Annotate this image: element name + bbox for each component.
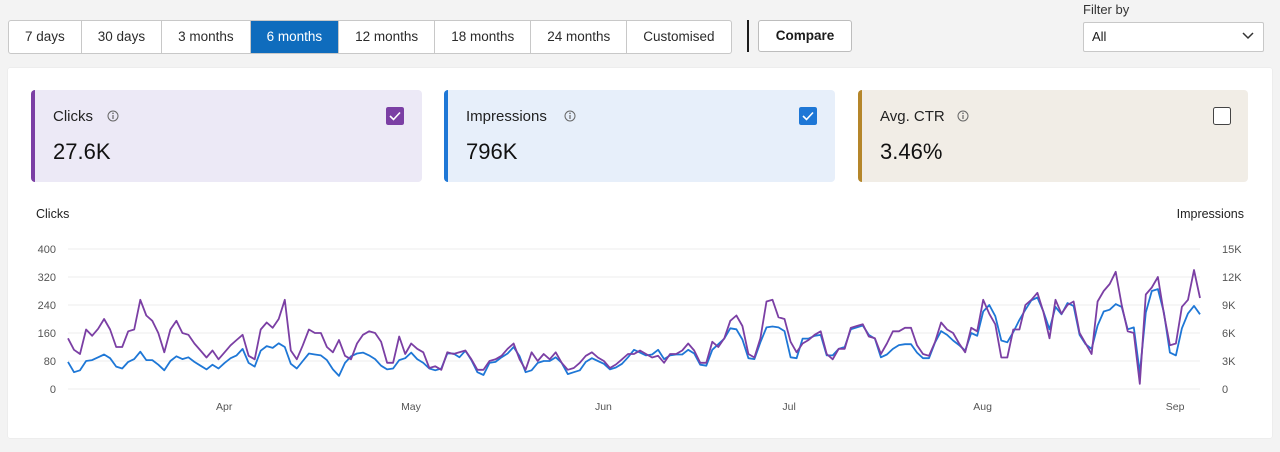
ctr-checkbox[interactable] [1213,107,1231,125]
range-24-months[interactable]: 24 months [531,21,628,53]
right-axis-title: Impressions [1176,207,1244,221]
left-tick-label: 240 [38,300,56,312]
left-tick-label: 0 [50,384,56,396]
right-tick-label: 15K [1222,244,1242,256]
right-tick-label: 3K [1222,356,1236,368]
range-7-days[interactable]: 7 days [9,21,82,53]
range-customised[interactable]: Customised [643,29,715,44]
range-6-months[interactable]: 6 months [250,21,340,53]
right-tick-label: 12K [1222,272,1242,284]
x-tick-label: Sep [1166,401,1185,413]
left-axis-title: Clicks [36,207,70,221]
chevron-down-icon [1242,32,1254,40]
info-icon[interactable] [564,110,576,122]
impressions-metric-card[interactable]: Impressions 796K [444,90,835,182]
info-icon[interactable] [107,110,119,122]
range-18-months[interactable]: 18 months [435,21,532,53]
filter-value: All [1092,29,1107,44]
right-tick-label: 0 [1222,384,1228,396]
x-tick-label: May [401,401,422,413]
x-tick-label: Apr [216,401,233,413]
ctr-label: Avg. CTR [880,108,945,125]
info-icon[interactable] [957,110,969,122]
toolbar-divider [747,20,749,52]
clicks-series-line [67,269,1201,385]
left-tick-label: 160 [38,328,56,340]
x-tick-label: Aug [973,401,992,413]
impressions-value: 796K [466,139,518,164]
ctr-value: 3.46% [880,139,943,164]
clicks-metric-card[interactable]: Clicks 27.6K [31,90,422,182]
left-tick-label: 400 [38,244,56,256]
clicks-value: 27.6K [53,139,111,164]
impressions-checkbox[interactable] [799,107,817,125]
clicks-checkbox[interactable] [386,107,404,125]
ctr-metric-card[interactable]: Avg. CTR 3.46% [858,90,1248,182]
right-tick-label: 9K [1222,300,1236,312]
impressions-label: Impressions [466,108,547,125]
clicks-label: Clicks [53,108,93,125]
x-tick-label: Jun [595,401,612,413]
date-range-selector: 7 days 30 days 3 months 6 months 12 mont… [8,20,732,54]
clicks-impressions-chart: 0 0 80 3K 160 6K 240 9K 320 12K 400 15K Apr May Jun Jul… [38,244,1243,413]
x-tick-label: Jul [782,401,795,413]
right-tick-label: 6K [1222,328,1236,340]
left-tick-label: 80 [44,356,56,368]
range-30-days[interactable]: 30 days [82,21,163,53]
filter-dropdown[interactable]: All [1083,22,1264,52]
range-3-months[interactable]: 3 months [162,21,251,53]
left-tick-label: 320 [38,272,56,284]
filter-label: Filter by [1083,2,1130,17]
range-12-months[interactable]: 12 months [339,21,436,53]
compare-button[interactable]: Compare [758,20,852,52]
